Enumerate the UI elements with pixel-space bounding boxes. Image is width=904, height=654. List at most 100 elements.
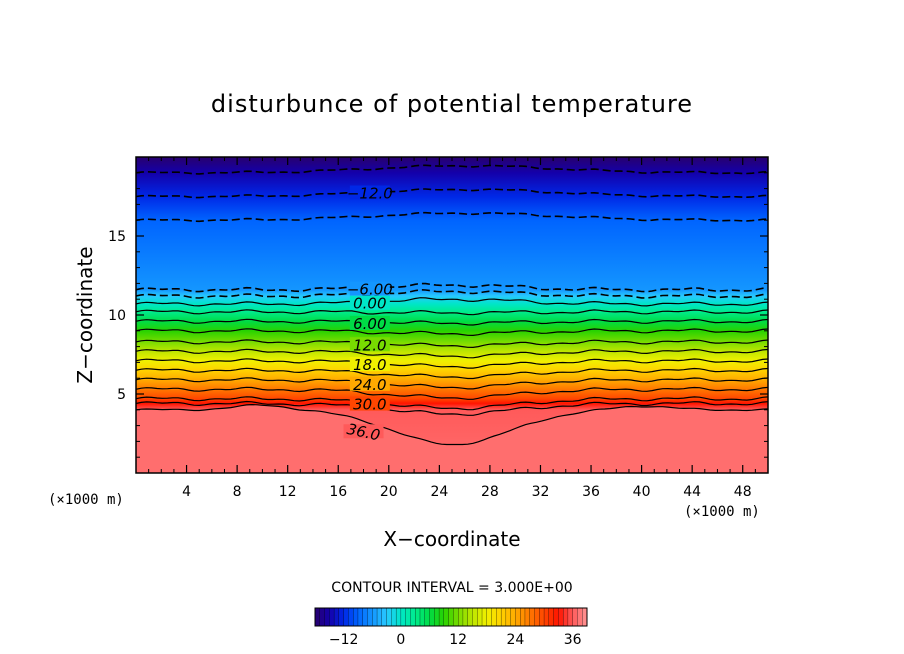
y-tick-label: 15 bbox=[108, 229, 126, 245]
contour-label-mask bbox=[349, 337, 390, 352]
contour-line bbox=[136, 400, 768, 416]
colorbar-segment bbox=[572, 607, 578, 627]
x-tick-label: 4 bbox=[182, 484, 191, 500]
colorbar-segment bbox=[520, 607, 526, 627]
colorbar-segment bbox=[367, 607, 373, 627]
colorbar-segment bbox=[338, 607, 345, 627]
contour-label-mask bbox=[349, 376, 390, 391]
contour-line bbox=[136, 403, 768, 446]
x-tick-label: 40 bbox=[633, 484, 651, 500]
colorbar-segment bbox=[481, 607, 488, 627]
colorbar-segment bbox=[505, 607, 512, 627]
colorbar-segment bbox=[381, 607, 388, 627]
contour-line bbox=[136, 309, 768, 316]
colorbar-segment bbox=[491, 607, 497, 627]
colorbar-tick-label: 12 bbox=[449, 632, 467, 648]
contour-label-mask bbox=[349, 357, 390, 372]
contour-label-mask bbox=[349, 396, 390, 411]
colorbar-segment bbox=[539, 607, 545, 627]
chart-title: disturbunce of potential temperature bbox=[211, 90, 693, 118]
colorbar-segment bbox=[314, 607, 321, 627]
contour-line bbox=[136, 396, 768, 411]
colorbar-segment bbox=[424, 607, 430, 627]
colorbar-segment bbox=[357, 607, 364, 627]
colorbar-segment bbox=[558, 607, 564, 627]
contour-line bbox=[136, 348, 768, 359]
y-axis-ticks: 5 10 15 bbox=[108, 172, 768, 458]
colorbar-segment bbox=[577, 607, 583, 627]
colorbar-segment bbox=[405, 607, 411, 627]
contour-line bbox=[136, 358, 768, 369]
colorbar-tick-labels: −12 0 12 24 36 bbox=[329, 632, 582, 648]
colorbar-segment bbox=[329, 607, 335, 627]
x-tick-label: 48 bbox=[734, 484, 752, 500]
colorbar-segment bbox=[333, 607, 340, 627]
colorbar-segment bbox=[453, 607, 459, 627]
contour-label: 24.0 bbox=[353, 376, 386, 394]
warm-dome-region bbox=[136, 404, 768, 473]
x-axis-unit-right: (×1000 m) bbox=[684, 504, 760, 520]
colorbar-segment bbox=[319, 607, 325, 627]
colorbar-segment bbox=[434, 607, 440, 627]
contour-interval-label: CONTOUR INTERVAL = 3.000E+00 bbox=[331, 580, 572, 596]
contour-label-mask bbox=[349, 315, 390, 330]
colorbar-segment bbox=[477, 607, 483, 627]
contour-label: 0.00 bbox=[353, 295, 386, 313]
colorbar-segment bbox=[386, 607, 392, 627]
colorbar-segment bbox=[548, 607, 555, 627]
contour-label: −6.00 bbox=[347, 281, 393, 299]
colorbar-segment bbox=[372, 607, 378, 627]
colorbar-segment bbox=[534, 607, 540, 627]
contour-label-mask bbox=[343, 424, 384, 439]
x-axis-label: X−coordinate bbox=[383, 527, 520, 551]
colorbar-segment bbox=[395, 607, 402, 627]
contour-line bbox=[136, 297, 768, 307]
contour-line bbox=[136, 164, 768, 175]
colorbar-segment bbox=[486, 607, 493, 627]
colorbar-segment bbox=[400, 607, 407, 627]
y-tick-label: 5 bbox=[117, 387, 126, 403]
x-tick-label: 44 bbox=[683, 484, 701, 500]
y-axis-label: Z−coordinate bbox=[73, 246, 97, 383]
contour-line bbox=[136, 339, 768, 349]
x-tick-label: 20 bbox=[380, 484, 398, 500]
contour-label: 30.0 bbox=[353, 396, 386, 414]
colorbar-segment bbox=[524, 607, 531, 627]
colorbar-segment bbox=[376, 607, 383, 627]
colorbar-tick-label: 24 bbox=[507, 632, 525, 648]
x-tick-label: 12 bbox=[279, 484, 297, 500]
contour-label: 12.0 bbox=[353, 336, 386, 354]
colorbar-segment bbox=[419, 607, 426, 627]
colorbar-segment bbox=[448, 607, 454, 627]
contour-line bbox=[136, 377, 768, 390]
colorbar-tick-label: −12 bbox=[329, 632, 359, 648]
contour-label-mask bbox=[349, 295, 390, 310]
colorbar-segment bbox=[553, 607, 559, 627]
contour-line bbox=[136, 188, 768, 199]
contour-line bbox=[136, 328, 768, 337]
x-tick-label: 36 bbox=[582, 484, 600, 500]
x-tick-label: 8 bbox=[233, 484, 242, 500]
colorbar-segment bbox=[410, 607, 416, 627]
colorbar-segment bbox=[343, 607, 349, 627]
colorbar-tick-label: 0 bbox=[396, 632, 405, 648]
x-tick-label: 28 bbox=[481, 484, 499, 500]
y-tick-label: 10 bbox=[108, 308, 126, 324]
contour-label-mask bbox=[349, 185, 390, 200]
colorbar-segment bbox=[443, 607, 450, 627]
contour-line bbox=[136, 367, 768, 380]
colorbar-segment bbox=[324, 607, 330, 627]
x-tick-label: 32 bbox=[532, 484, 550, 500]
x-tick-label: 16 bbox=[329, 484, 347, 500]
colorbar-segment bbox=[567, 607, 574, 627]
contour-label: −12.0 bbox=[347, 185, 393, 203]
contour-lines bbox=[136, 164, 768, 446]
colorbar-segment bbox=[458, 607, 464, 627]
contour-line bbox=[136, 386, 768, 400]
colorbar-segment bbox=[362, 607, 368, 627]
contour-line bbox=[136, 318, 768, 326]
colorbar-segment bbox=[562, 607, 569, 627]
colorbar-segment bbox=[510, 607, 516, 627]
